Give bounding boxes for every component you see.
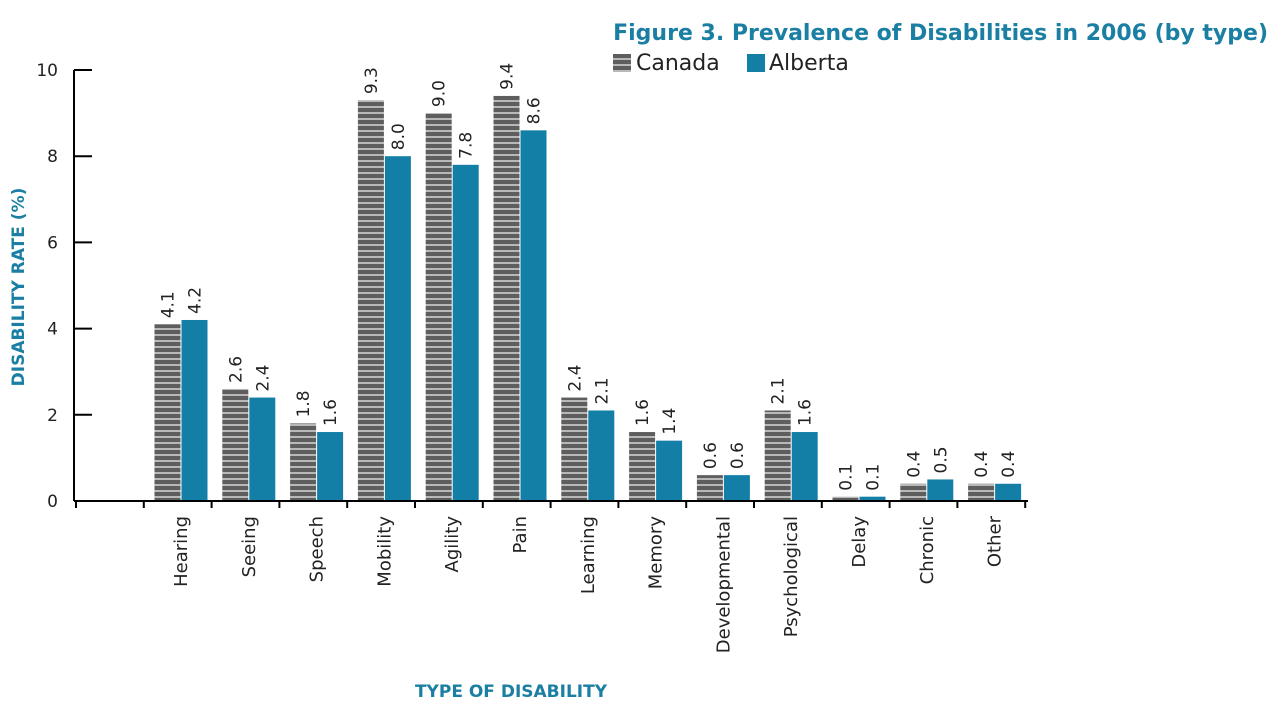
data-label-alberta-mobility: 8.0 [389,123,409,150]
bar-alberta-psychological [791,432,818,501]
data-label-alberta-pain: 8.6 [525,97,545,124]
legend-label-alberta: Alberta [769,51,849,76]
bar-alberta-chronic [927,479,954,501]
data-label-canada-developmental: 0.6 [701,442,721,469]
bar-alberta-mobility [384,156,411,501]
bar-alberta-learning [588,410,615,501]
y-tick-label: 10 [36,61,58,81]
x-axis: Hearing Seeing Speech Mobility Agility Pain Le… [74,500,1028,653]
bar-canada-memory [629,432,656,501]
x-axis-title: TYPE OF DISABILITY [415,682,608,702]
category-label-psychological: Psychological [781,516,802,637]
bar-alberta-delay [859,496,886,501]
bar-alberta-memory [656,440,683,501]
bar-canada-chronic [900,483,927,501]
y-tick-label: 0 [47,492,58,512]
bar-canada-other [968,483,995,501]
bars [154,95,1022,502]
data-label-alberta-seeing: 2.4 [253,365,273,392]
legend-label-canada: Canada [636,51,720,76]
data-label-alberta-hearing: 4.2 [186,287,206,314]
bar-alberta-pain [520,130,547,501]
data-label-alberta-developmental: 0.6 [728,442,748,469]
y-axis: 0 2 4 6 8 10 [36,61,92,512]
bar-canada-learning [561,397,588,501]
category-label-memory: Memory [646,516,667,590]
bar-canada-mobility [357,100,384,502]
data-label-canada-other: 0.4 [972,451,992,478]
bar-canada-agility [425,113,452,501]
category-label-other: Other [985,515,1006,567]
category-label-pain: Pain [510,516,531,554]
chart-title: Figure 3. Prevalence of Disabilities in … [613,21,1268,46]
y-tick-label: 6 [47,233,58,253]
category-label-speech: Speech [307,516,328,582]
data-label-alberta-psychological: 1.6 [796,399,816,426]
bar-canada-hearing [154,324,181,501]
data-label-canada-speech: 1.8 [294,390,314,417]
data-label-canada-hearing: 4.1 [159,291,179,318]
category-label-chronic: Chronic [917,516,938,584]
data-label-alberta-speech: 1.6 [321,399,341,426]
legend-swatch-alberta [747,54,765,72]
data-label-canada-mobility: 9.3 [362,67,382,94]
bar-canada-delay [832,496,859,501]
y-tick-label: 8 [47,147,58,167]
category-label-agility: Agility [442,516,463,573]
legend-swatch-canada [613,54,631,72]
data-label-canada-seeing: 2.6 [226,356,246,383]
category-label-mobility: Mobility [374,516,395,587]
data-label-canada-agility: 9.0 [430,80,450,107]
bar-canada-developmental [696,475,723,501]
data-label-canada-psychological: 2.1 [769,377,789,404]
data-label-alberta-learning: 2.1 [592,377,612,404]
data-label-alberta-chronic: 0.5 [931,446,951,473]
bar-alberta-other [995,483,1022,501]
bar-alberta-agility [452,164,479,501]
category-label-seeing: Seeing [239,516,260,577]
category-label-developmental: Developmental [713,516,734,653]
data-label-alberta-other: 0.4 [999,451,1019,478]
data-label-canada-learning: 2.4 [565,365,585,392]
data-label-canada-chronic: 0.4 [904,451,924,478]
bar-alberta-hearing [181,319,208,501]
bar-canada-pain [493,95,520,502]
data-label-canada-memory: 1.6 [633,399,653,426]
bar-alberta-speech [317,432,344,501]
data-label-alberta-memory: 1.4 [660,408,680,435]
data-label-canada-pain: 9.4 [498,63,518,90]
bar-alberta-developmental [723,475,750,501]
bar-canada-seeing [222,388,249,501]
data-label-alberta-agility: 7.8 [457,132,477,159]
data-label-alberta-delay: 0.1 [864,464,884,491]
legend: Canada Alberta [613,51,849,76]
y-axis-title: DISABILITY RATE (%) [9,188,29,387]
category-label-hearing: Hearing [171,516,192,587]
bar-canada-psychological [764,410,791,501]
category-label-delay: Delay [849,516,870,568]
y-tick-label: 2 [47,406,58,426]
data-labels: 4.1 4.2 2.6 2.4 1.8 1.6 9.3 8.0 9.0 7.8 9.4 8.6 2.4 2… [159,63,1020,491]
category-label-learning: Learning [578,516,599,594]
bar-canada-speech [290,423,317,501]
bar-alberta-seeing [249,397,276,501]
y-tick-label: 4 [47,320,58,340]
data-label-canada-delay: 0.1 [837,464,857,491]
